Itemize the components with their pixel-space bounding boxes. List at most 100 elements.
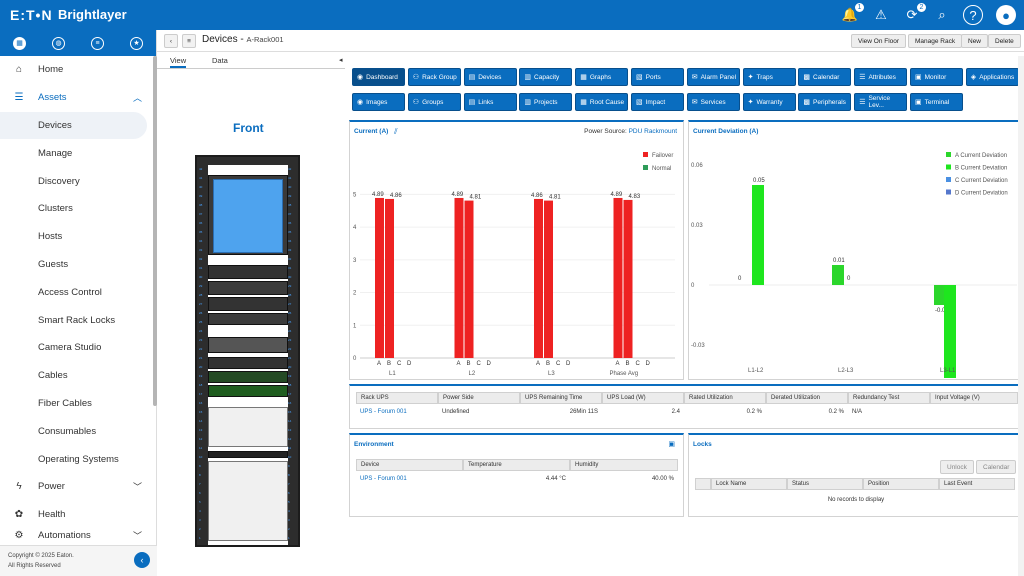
legend-label[interactable]: D Current Deviation (955, 191, 1008, 197)
manage-rack-button[interactable]: Manage Rack (908, 34, 963, 48)
legend-label[interactable]: Failover (652, 153, 673, 159)
column-header[interactable]: Rated Utilization (684, 392, 766, 404)
list-icon[interactable]: ≡ (91, 36, 104, 50)
column-header[interactable]: Rack UPS (356, 392, 438, 404)
toolbar-button-service-lev[interactable]: ☰ Service Lev... (854, 93, 908, 111)
column-header[interactable]: Derated Utilization (766, 392, 848, 404)
sidebar-item-guests[interactable]: Guests (0, 251, 156, 279)
sidebar-item-clusters[interactable]: Clusters (0, 195, 156, 223)
server-1[interactable] (208, 265, 288, 279)
device-link[interactable]: UPS - Forum 001 (360, 409, 407, 415)
rack-diagram[interactable]: 42 42 41 41 40 40 39 39 38 38 37 37 36 36 35 35 34 34 33 33… (195, 155, 300, 547)
image-icon[interactable]: ▣ (668, 441, 675, 448)
sidebar-item-automations[interactable]: ⚙ Automations ﹀ (0, 529, 156, 543)
toolbar-button-peripherals[interactable]: ▩ Peripherals (798, 93, 852, 111)
help-icon[interactable]: ? (963, 5, 983, 25)
sidebar-item-assets[interactable]: ☰ Assets ︿ (0, 84, 156, 112)
ups-device[interactable] (208, 337, 288, 353)
server-4[interactable] (208, 313, 288, 325)
favorites-icon[interactable]: ★ (130, 36, 143, 50)
device-link[interactable]: UPS - Forum 001 (360, 476, 407, 482)
toolbar-button-dashboard[interactable]: ◉ Dashboard (352, 68, 405, 86)
legend-label[interactable]: B Current Deviation (955, 166, 1007, 172)
bar-l1-a[interactable] (375, 197, 384, 358)
sidebar-item-fiber-cables[interactable]: Fiber Cables (0, 390, 156, 418)
column-header[interactable]: Status (787, 478, 863, 490)
sidebar-item-operating-systems[interactable]: Operating Systems (0, 445, 156, 473)
unlock-button[interactable]: Unlock (940, 460, 974, 474)
toolbar-button-alarm-panel[interactable]: ✉ Alarm Panel (686, 68, 740, 86)
column-header[interactable]: Temperature (463, 459, 570, 471)
toolbar-button-projects[interactable]: ▥ Projects (519, 93, 573, 111)
toolbar-button-groups[interactable]: ⚇ Groups (407, 93, 461, 111)
bar-l2-l3-a[interactable] (832, 265, 844, 285)
toolbar-button-rack-group[interactable]: ⚇ Rack Group (407, 68, 461, 86)
bar-l3-l1-b[interactable] (944, 285, 956, 378)
toolbar-button-devices[interactable]: ▤ Devices (463, 68, 517, 86)
collapse-panel-icon[interactable]: ◂ (339, 57, 343, 64)
toolbar-button-links[interactable]: ▤ Links (463, 93, 517, 111)
toolbar-button-warranty[interactable]: ✦ Warranty (742, 93, 796, 111)
column-header[interactable]: UPS Remaining Time (520, 392, 602, 404)
column-header[interactable]: UPS Load (W) (602, 392, 684, 404)
sidebar-item-consumables[interactable]: Consumables (0, 417, 156, 445)
legend-label[interactable]: A Current Deviation (955, 153, 1007, 159)
power-source-link[interactable]: PDU Rackmount (628, 128, 677, 135)
column-header[interactable]: Last Event (939, 478, 1015, 490)
column-header[interactable]: Power Side (438, 392, 520, 404)
column-header[interactable]: Device (356, 459, 463, 471)
bar-l3-l1-a[interactable] (934, 285, 946, 305)
sidebar-item-health[interactable]: ✿ Health (0, 501, 156, 529)
bar-l2-a[interactable] (454, 197, 464, 358)
toolbar-button-services[interactable]: ✉ Services (686, 93, 740, 111)
tab-view[interactable]: View (170, 56, 187, 68)
page-scrollbar[interactable] (1018, 56, 1024, 576)
bar-l3-a[interactable] (534, 198, 543, 358)
sidebar-item-manage[interactable]: Manage (0, 139, 156, 167)
sidebar-item-home[interactable]: ⌂ Home (0, 56, 156, 84)
sidebar-item-camera-studio[interactable]: Camera Studio (0, 334, 156, 362)
server-2[interactable] (208, 281, 288, 295)
sidebar-item-discovery[interactable]: Discovery (0, 167, 156, 195)
warning-icon[interactable]: ⚠ (875, 7, 887, 22)
select-column[interactable] (695, 478, 711, 490)
toolbar-button-attributes[interactable]: ☰ Attributes (854, 68, 908, 86)
sidebar-item-smart-rack-locks[interactable]: Smart Rack Locks (0, 306, 156, 334)
new-button[interactable]: New (961, 34, 989, 48)
sidebar-item-hosts[interactable]: Hosts (0, 223, 156, 251)
blade-chassis[interactable] (208, 175, 288, 255)
server-7[interactable] (208, 385, 288, 397)
bar-l2-b[interactable] (464, 200, 474, 358)
sidebar-item-power[interactable]: ϟ Power ﹀ (0, 473, 156, 501)
column-header[interactable]: Redundancy Test (848, 392, 930, 404)
toolbar-button-root-cause[interactable]: ▦ Root Cause (575, 93, 629, 111)
server-6[interactable] (208, 371, 288, 383)
delete-button[interactable]: Delete (988, 34, 1021, 48)
bar-l1-l2-b[interactable] (752, 185, 764, 285)
view-on-floor-button[interactable]: View On Floor (851, 34, 907, 48)
legend-label[interactable]: Normal (652, 166, 671, 172)
toolbar-button-traps[interactable]: ✦ Traps (742, 68, 796, 86)
server-3[interactable] (208, 297, 288, 311)
toolbar-button-monitor[interactable]: ▣ Monitor (910, 68, 963, 86)
bar-phase-avg-b[interactable] (623, 199, 633, 358)
toolbar-button-terminal[interactable]: ▣ Terminal (910, 93, 963, 111)
back-icon[interactable]: ‹ (164, 34, 178, 48)
sidebar-scrollbar[interactable] (153, 56, 157, 406)
chart-type-icon[interactable]: ⫽ (394, 127, 398, 136)
menu-icon[interactable]: ≡ (182, 34, 196, 48)
calendar-button[interactable]: Calendar (976, 460, 1017, 474)
toolbar-button-capacity[interactable]: ▥ Capacity (519, 68, 573, 86)
sync-icon[interactable]: ⟳ 2 (902, 2, 927, 25)
sidebar-item-cables[interactable]: Cables (0, 362, 156, 390)
empty-space-2[interactable] (208, 461, 288, 541)
bar-phase-avg-a[interactable] (613, 197, 623, 358)
alarm-bell-icon[interactable]: 🔔 1 (840, 2, 865, 25)
column-header[interactable]: Position (863, 478, 939, 490)
bar-l1-b[interactable] (385, 198, 394, 358)
sidebar-item-access-control[interactable]: Access Control (0, 278, 156, 306)
collapse-sidebar-icon[interactable]: ‹ (134, 552, 150, 568)
tab-data[interactable]: Data (212, 56, 228, 65)
server-5[interactable] (208, 357, 288, 369)
toolbar-button-applications[interactable]: ◈ Applications (965, 68, 1019, 86)
